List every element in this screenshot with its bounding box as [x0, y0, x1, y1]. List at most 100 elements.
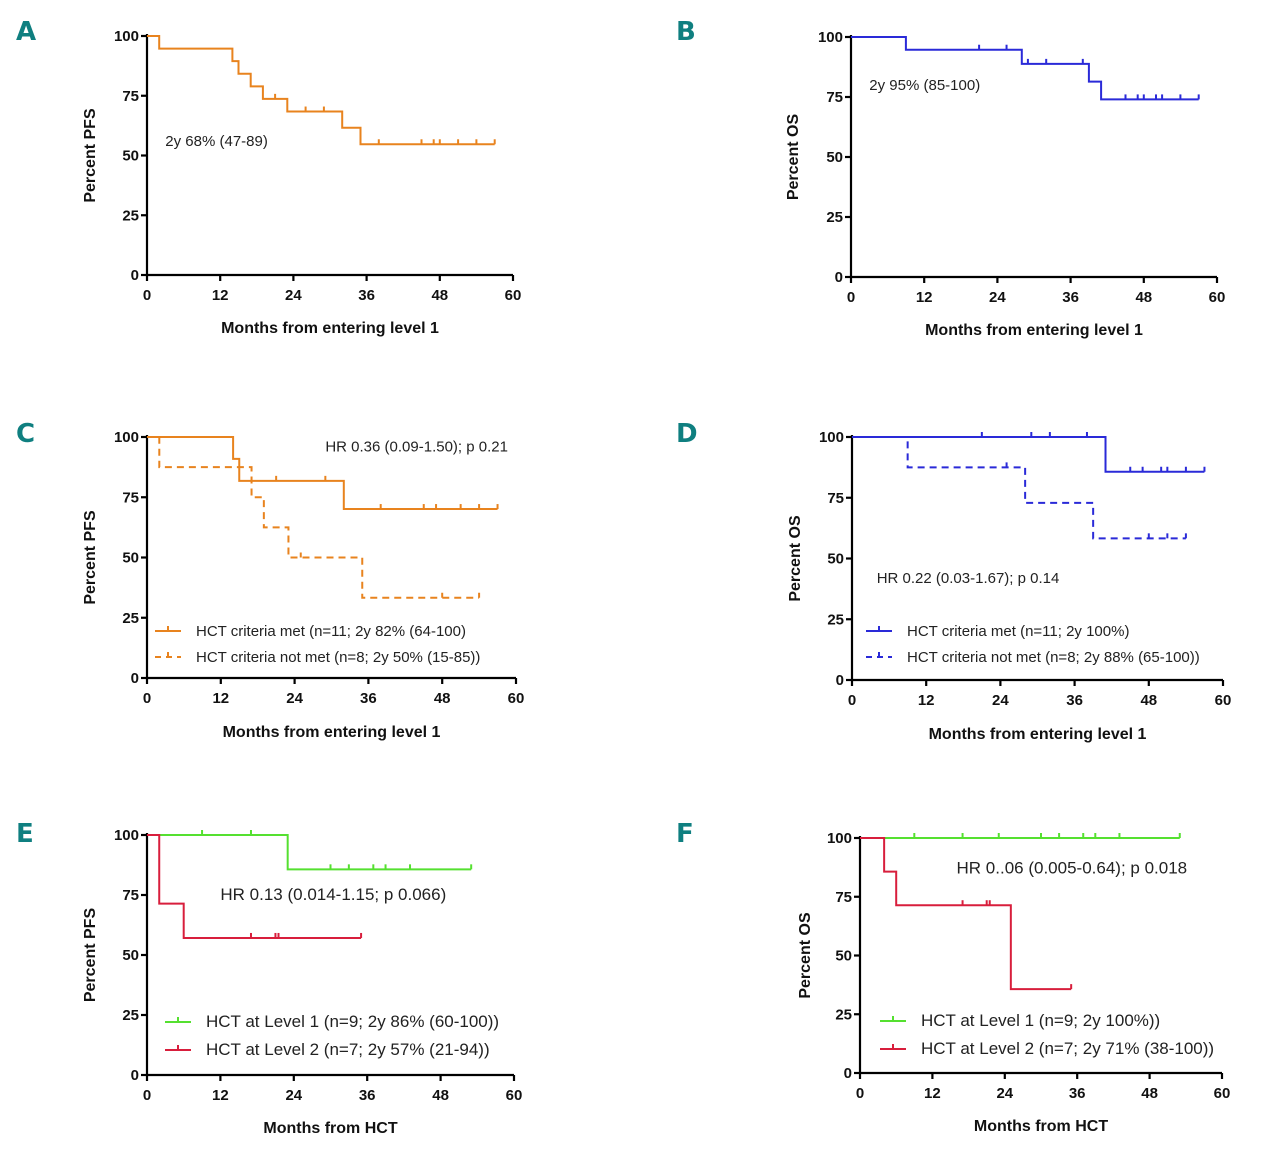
y-tick-label: 75 — [122, 88, 139, 105]
legend-label: HCT criteria not met (n=8; 2y 50% (15-85… — [196, 649, 480, 666]
x-tick-label: 36 — [1062, 289, 1079, 306]
panel-letter: F — [676, 819, 694, 849]
y-tick-label: 100 — [114, 827, 139, 844]
legend-label: HCT at Level 2 (n=7; 2y 71% (38-100)) — [921, 1039, 1214, 1058]
y-tick-label: 100 — [818, 29, 843, 46]
panel-f: F 0 12 24 36 48 60 0 25 50 75 100 Months from HCT Per… — [676, 819, 1230, 1135]
legend-label: HCT criteria met (n=11; 2y 82% (64-100) — [196, 623, 466, 640]
x-tick-label: 48 — [1141, 1085, 1158, 1102]
legend: HCT criteria met (n=11; 2y 100%) HCT crit… — [866, 623, 1200, 666]
y-tick-label: 25 — [122, 207, 139, 224]
y-tick-label: 25 — [826, 209, 843, 226]
x-tick-label: 0 — [143, 690, 151, 707]
x-axis-title: Months from entering level 1 — [223, 724, 441, 741]
y-tick-label: 75 — [122, 489, 139, 506]
y-tick-label: 25 — [835, 1006, 852, 1023]
x-tick-label: 24 — [285, 1087, 302, 1104]
panel-a: A 0 12 24 36 48 60 0 25 50 75 100 Months from enteri… — [16, 17, 521, 337]
km-curve-2 — [147, 834, 362, 939]
legend: HCT at Level 1 (n=9; 2y 100%)) HCT at Lev… — [880, 1011, 1214, 1058]
x-tick-label: 12 — [924, 1085, 941, 1102]
x-tick-label: 24 — [992, 692, 1009, 709]
x-tick-label: 12 — [916, 289, 933, 306]
y-tick-label: 0 — [835, 269, 843, 286]
annotation-text: HR 0.36 (0.09-1.50); p 0.21 — [325, 438, 508, 455]
y-tick-label: 50 — [122, 947, 139, 964]
x-tick-label: 60 — [1215, 692, 1232, 709]
panel-letter: C — [16, 419, 35, 449]
x-tick-label: 0 — [847, 289, 855, 306]
y-tick-label: 50 — [826, 149, 843, 166]
x-tick-label: 0 — [848, 692, 856, 709]
y-tick-label: 100 — [114, 28, 139, 45]
x-tick-label: 24 — [286, 690, 303, 707]
y-axis-title: Percent OS — [797, 912, 814, 999]
km-curve-1 — [852, 436, 1205, 473]
x-tick-label: 48 — [432, 1087, 449, 1104]
x-tick-label: 36 — [360, 690, 377, 707]
x-tick-label: 36 — [359, 1087, 376, 1104]
legend: HCT criteria met (n=11; 2y 82% (64-100) H… — [155, 623, 480, 666]
annotation-text: HR 0.22 (0.03-1.67); p 0.14 — [877, 570, 1060, 587]
x-tick-label: 48 — [1135, 289, 1152, 306]
x-tick-label: 48 — [1140, 692, 1157, 709]
y-tick-label: 75 — [835, 889, 852, 906]
y-axis-title: Percent OS — [785, 114, 802, 201]
y-tick-label: 50 — [122, 550, 139, 567]
x-tick-label: 36 — [1066, 692, 1083, 709]
x-tick-label: 12 — [212, 287, 229, 304]
y-tick-label: 0 — [836, 672, 844, 689]
km-curve-2 — [852, 436, 1186, 540]
x-tick-label: 12 — [212, 690, 229, 707]
panel-letter: B — [676, 17, 696, 47]
km-curve-1 — [851, 36, 1199, 101]
x-tick-label: 48 — [431, 287, 448, 304]
panel-e: E 0 12 24 36 48 60 0 25 50 75 100 Months from HCT Per… — [16, 819, 522, 1137]
x-tick-label: 24 — [989, 289, 1006, 306]
legend-label: HCT criteria met (n=11; 2y 100%) — [907, 623, 1129, 640]
x-tick-label: 60 — [1209, 289, 1226, 306]
km-curve-1 — [147, 436, 498, 511]
x-tick-label: 60 — [506, 1087, 523, 1104]
x-tick-label: 24 — [285, 287, 302, 304]
annotation-text: HR 0.13 (0.014-1.15; p 0.066) — [220, 885, 446, 904]
panel-letter: D — [676, 419, 698, 449]
y-tick-label: 0 — [131, 670, 139, 687]
x-tick-label: 60 — [505, 287, 522, 304]
y-tick-label: 75 — [827, 490, 844, 507]
panel-d: D 0 12 24 36 48 60 0 25 50 75 100 Months from enteri… — [676, 419, 1231, 743]
y-axis-title: Percent PFS — [82, 510, 99, 605]
y-axis-title: Percent PFS — [82, 908, 99, 1003]
legend-label: HCT at Level 1 (n=9; 2y 86% (60-100)) — [206, 1012, 499, 1031]
annotation-text: 2y 68% (47-89) — [165, 133, 268, 150]
y-tick-label: 25 — [827, 611, 844, 628]
y-tick-label: 50 — [835, 948, 852, 965]
x-axis-title: Months from entering level 1 — [221, 320, 439, 337]
y-axis-title: Percent PFS — [82, 108, 99, 203]
y-tick-label: 100 — [827, 830, 852, 847]
x-tick-label: 0 — [143, 287, 151, 304]
legend-label: HCT criteria not met (n=8; 2y 88% (65-10… — [907, 649, 1200, 666]
x-tick-label: 48 — [434, 690, 451, 707]
km-curve-2 — [860, 837, 1072, 991]
annotation-text: HR 0..06 (0.005-0.64); p 0.018 — [957, 858, 1188, 877]
x-tick-label: 12 — [212, 1087, 229, 1104]
x-tick-label: 0 — [856, 1085, 864, 1102]
x-axis-title: Months from HCT — [974, 1118, 1108, 1135]
y-tick-label: 100 — [114, 429, 139, 446]
x-axis-title: Months from HCT — [263, 1120, 397, 1137]
km-curve-1 — [147, 834, 472, 871]
x-tick-label: 60 — [1214, 1085, 1231, 1102]
km-curve-2 — [147, 436, 480, 599]
y-tick-label: 0 — [131, 1067, 139, 1084]
x-tick-label: 0 — [143, 1087, 151, 1104]
y-axis-title: Percent OS — [787, 515, 804, 602]
x-axis-title: Months from entering level 1 — [929, 726, 1147, 743]
y-tick-label: 50 — [122, 148, 139, 165]
y-tick-label: 75 — [826, 89, 843, 106]
panel-b: B 0 12 24 36 48 60 0 25 50 75 100 Months from enteri… — [676, 17, 1225, 339]
annotation-text: 2y 95% (85-100) — [869, 77, 980, 94]
legend-label: HCT at Level 1 (n=9; 2y 100%)) — [921, 1011, 1160, 1030]
panel-letter: E — [16, 819, 34, 849]
km-curve-1 — [147, 35, 495, 146]
